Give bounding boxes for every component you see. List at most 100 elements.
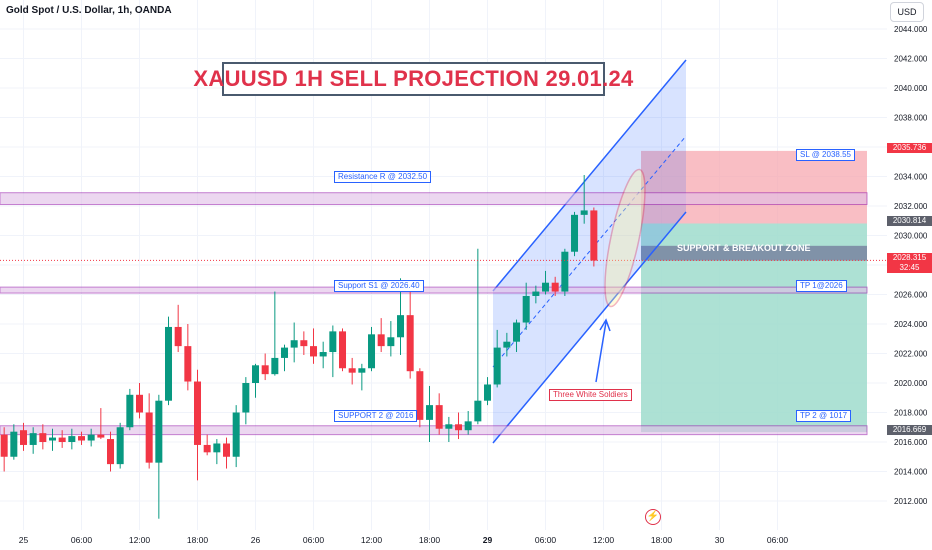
candle-body [387,337,395,347]
candle-body [252,365,260,383]
candle-body [116,427,124,465]
candle-countdown: 32:45 [887,263,932,273]
bearish-candle [39,424,47,450]
candle-body [97,434,105,438]
bearish-candle [300,331,308,355]
candle-body [542,282,550,292]
candle-body [242,383,250,413]
time-tick-label: 25 [19,535,29,545]
stop-loss-zone [641,150,867,224]
candle-body [455,424,463,431]
bullish-candle [474,248,482,425]
price-tick-label: 2018.000 [894,409,928,418]
support2-label: SUPPORT 2 @ 2016 [334,410,418,422]
price-tick-label: 2016.000 [894,438,928,447]
tp2-price-tag: 2016.669 [887,425,932,435]
time-tick-label: 12:00 [361,535,383,545]
bullish-candle [242,377,250,425]
candle-body [0,434,8,457]
bullish-candle [87,428,95,447]
candle-body [368,334,376,369]
price-tick-label: 2022.000 [894,350,928,359]
bearish-candle [551,276,559,296]
bearish-candle [97,408,105,440]
price-tick-label: 2012.000 [894,497,928,506]
bearish-candle [107,431,115,472]
candle-body [571,214,579,252]
candle-body [145,412,153,463]
bearish-candle [310,328,318,364]
candle-body [406,315,414,372]
price-tick-label: 2040.000 [894,84,928,93]
bearish-candle [377,318,385,353]
bearish-candle [348,357,356,385]
candle-body [155,400,163,463]
support1-label: Support S1 @ 2026.40 [334,280,424,292]
bearish-candle [136,383,144,419]
candle-body [261,365,269,375]
price-tick-label: 2034.000 [894,173,928,182]
bearish-candle [435,393,443,435]
lightning-icon[interactable]: ⚡ [645,509,661,525]
candle-body [397,315,405,338]
candle-body [464,421,472,431]
candle-body [551,282,559,292]
sr-band [0,286,868,294]
pattern-label: Three White Soldiers [549,389,632,401]
time-tick-label: 30 [715,535,725,545]
bearish-candle [78,431,86,445]
candle-body [136,394,144,413]
bullish-candle [213,439,221,465]
candle-body [310,346,318,357]
candle-body [194,381,202,445]
breakout-zone-label: SUPPORT & BREAKOUT ZONE [677,243,811,253]
bullish-candle [329,325,337,378]
bullish-candle [252,363,260,398]
sr-band [0,425,868,436]
breakout-zone-band [641,245,867,261]
bearish-candle [339,328,347,372]
bearish-candle [455,412,463,440]
price-tick-label: 2042.000 [894,55,928,64]
bullish-candle [290,322,298,363]
candle-body [29,433,37,445]
bullish-candle [571,211,579,257]
bearish-candle [203,434,211,456]
time-axis[interactable]: 25 06:00 12:00 18:00 26 06:00 12:00 18:00 29 06:0… [19,535,789,545]
candle-body [358,368,366,373]
channel-lower-line [492,211,687,444]
bearish-candle [223,437,231,469]
candle-body [281,347,289,358]
resistance-label: Resistance R @ 2032.50 [334,171,432,183]
candle-body [87,434,95,441]
bullish-candle [464,411,472,435]
time-tick-label: 12:00 [129,535,151,545]
currency-button[interactable]: USD [890,2,924,22]
bearish-candle [416,368,424,428]
symbol-header: Gold Spot / U.S. Dollar, 1h, OANDA [6,5,172,16]
candle-body [174,326,182,347]
candle-body [522,295,530,323]
bearish-candle [145,393,153,469]
bullish-candle [522,282,530,330]
take-profit-2-label: TP 2 @ 1017 [796,410,852,422]
bullish-candle [281,344,289,372]
time-tick-label: 06:00 [535,535,557,545]
candle-body [580,210,588,215]
channel-upper-line [492,59,687,292]
bullish-candle [116,422,124,469]
bullish-candle [155,394,163,519]
bullish-candle [232,405,240,468]
bearish-candle [194,369,202,481]
bullish-candle [484,377,492,406]
candle-body [474,400,482,422]
price-tick-label: 2032.000 [894,202,928,211]
candle-body [68,436,76,442]
sl-price-tag: 2035.736 [887,143,932,153]
candle-body [377,334,385,347]
chart-title: XAUUSD 1H SELL PROJECTION 29.01.24 [193,62,633,96]
take-profit-1-label: TP 1@2026 [796,280,847,292]
chart-grid [0,0,887,530]
bullish-candle [10,424,18,460]
soldiers-highlight-ellipse [604,168,646,308]
